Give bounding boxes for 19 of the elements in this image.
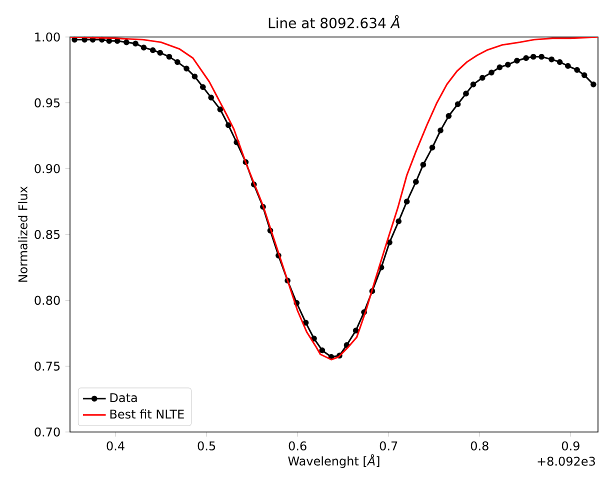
x-axis-title: Wavelenght [Å] [288,454,380,468]
x-tick-label: 0.6 [288,441,306,450]
x-tick-label: 0.8 [470,441,488,450]
text: +8.092e3 [538,456,595,466]
y-tick-label: 0.80 [34,296,60,305]
chart-title: Line at 8092.634 Å [268,15,400,28]
x-tick-label: 0.9 [562,441,580,450]
x-tick-label: 0.5 [198,441,216,450]
x-tick-label: 0.7 [380,441,398,450]
x-tick-label: 0.4 [106,441,124,450]
y-tick-label: 1.00 [35,32,60,42]
y-tick-label: 0.70 [34,427,60,437]
y-tick-label: 0.95 [34,98,60,108]
y-axis-title: Normalized Flux [18,186,28,282]
y-tick-label: 0.85 [34,230,60,240]
legend-label: Best fit NLTE [110,409,184,419]
y-tick-label: 0.90 [34,164,60,174]
y-tick-label: 0.75 [34,362,60,371]
legend-label: Data [110,393,137,402]
